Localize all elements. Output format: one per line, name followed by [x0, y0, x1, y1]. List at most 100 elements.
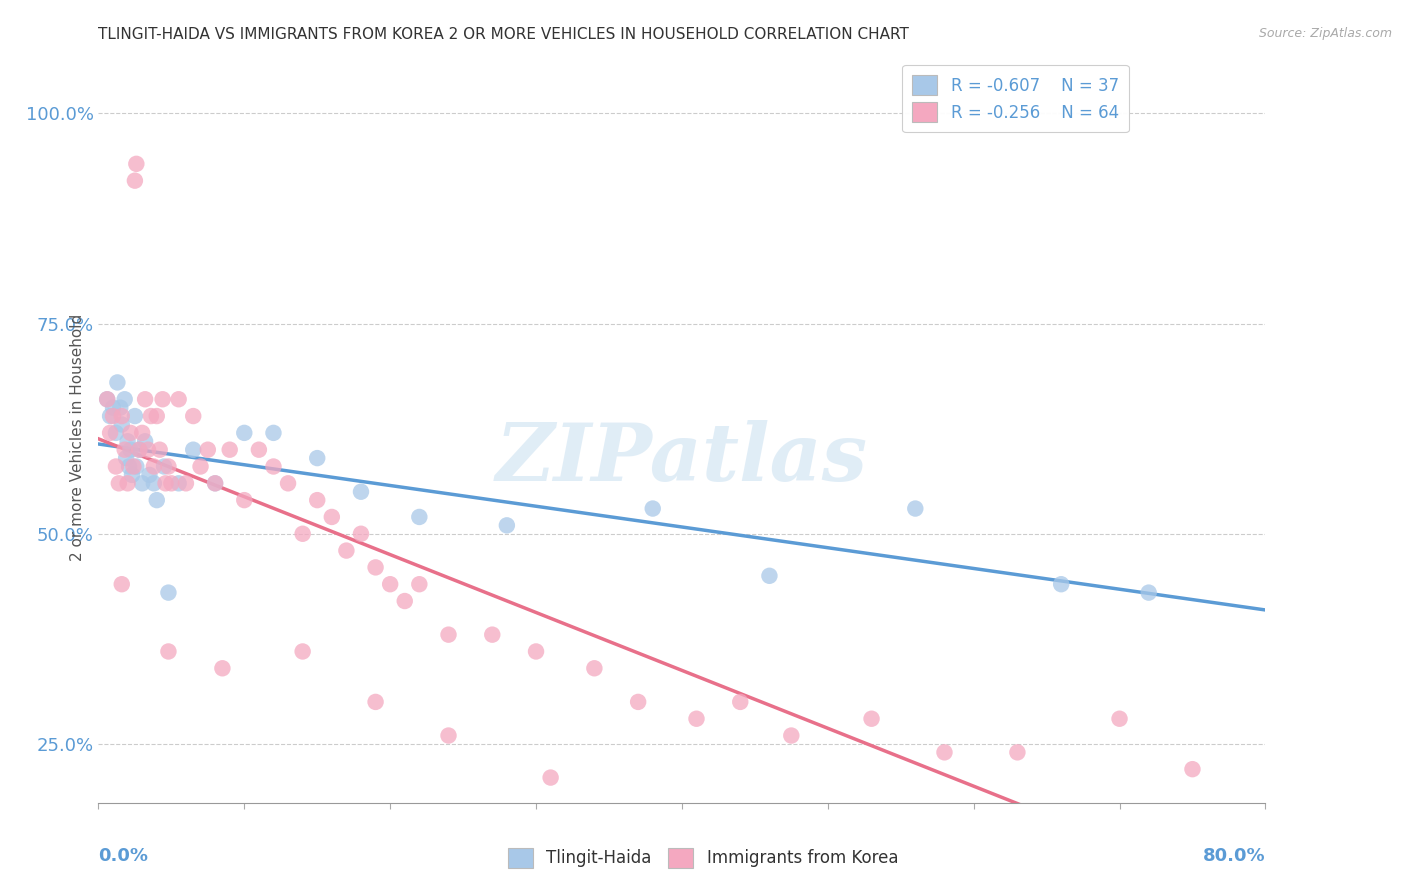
Point [540, 771, 562, 785]
Point [111, 409, 134, 423]
Point [160, 476, 183, 491]
Point [110, 401, 132, 415]
Point [136, 442, 159, 457]
Point [408, 577, 430, 591]
Point [149, 442, 172, 457]
Point [146, 409, 169, 423]
Text: TLINGIT-HAIDA VS IMMIGRANTS FROM KOREA 2 OR MORE VEHICLES IN HOUSEHOLD CORRELATI: TLINGIT-HAIDA VS IMMIGRANTS FROM KOREA 2… [98, 27, 910, 42]
Point [524, 644, 547, 658]
Point [730, 695, 752, 709]
Point [181, 442, 204, 457]
Point [247, 442, 270, 457]
Point [134, 434, 156, 449]
Point [101, 409, 124, 423]
Point [758, 569, 780, 583]
Point [153, 459, 176, 474]
Point [98, 409, 121, 423]
Point [233, 493, 256, 508]
Point [262, 425, 284, 440]
Point [111, 577, 134, 591]
Point [114, 392, 136, 407]
Point [120, 442, 142, 457]
Point [131, 425, 153, 440]
Point [641, 501, 664, 516]
Point [117, 434, 139, 449]
Point [181, 409, 204, 423]
Point [350, 484, 373, 499]
Point [685, 712, 707, 726]
Point [118, 459, 141, 474]
Point [350, 526, 373, 541]
Point [134, 392, 156, 407]
Point [142, 476, 165, 491]
Text: 80.0%: 80.0% [1202, 847, 1265, 864]
Point [125, 459, 148, 474]
Point [108, 476, 131, 491]
Point [117, 476, 139, 491]
Point [138, 467, 160, 482]
Point [105, 376, 128, 390]
Point [122, 459, 145, 474]
Point [98, 425, 121, 440]
Point [860, 712, 883, 726]
Point [1108, 712, 1130, 726]
Point [125, 157, 148, 171]
Point [157, 644, 180, 658]
Point [190, 459, 212, 474]
Point [1050, 577, 1073, 591]
Point [96, 392, 118, 407]
Point [934, 745, 956, 759]
Text: 0.0%: 0.0% [98, 847, 149, 864]
Point [904, 501, 927, 516]
Point [1181, 762, 1204, 776]
Point [155, 476, 177, 491]
Point [104, 459, 127, 474]
Point [204, 476, 226, 491]
Point [131, 476, 153, 491]
Point [104, 425, 127, 440]
Point [124, 409, 146, 423]
Point [262, 459, 284, 474]
Point [307, 493, 329, 508]
Point [128, 442, 150, 457]
Point [101, 401, 124, 415]
Point [157, 585, 180, 599]
Point [335, 543, 357, 558]
Point [364, 695, 387, 709]
Point [211, 661, 233, 675]
Point [174, 476, 197, 491]
Point [437, 627, 460, 641]
Point [408, 510, 430, 524]
Point [496, 518, 519, 533]
Point [218, 442, 240, 457]
Point [197, 442, 219, 457]
Point [111, 417, 134, 432]
Point [115, 451, 138, 466]
Point [307, 451, 329, 466]
Point [481, 627, 503, 641]
Point [291, 526, 314, 541]
Point [167, 476, 190, 491]
Point [380, 577, 402, 591]
Point [157, 459, 180, 474]
Y-axis label: 2 or more Vehicles in Household: 2 or more Vehicles in Household [69, 313, 84, 561]
Point [121, 467, 143, 482]
Point [142, 459, 165, 474]
Point [627, 695, 650, 709]
Point [277, 476, 299, 491]
Point [233, 425, 256, 440]
Legend: Tlingit-Haida, Immigrants from Korea: Tlingit-Haida, Immigrants from Korea [501, 841, 905, 875]
Point [394, 594, 416, 608]
Point [780, 729, 803, 743]
Legend: R = -0.607    N = 37, R = -0.256    N = 64: R = -0.607 N = 37, R = -0.256 N = 64 [903, 65, 1129, 132]
Point [152, 392, 174, 407]
Point [1137, 585, 1160, 599]
Point [128, 442, 150, 457]
Text: ZIPatlas: ZIPatlas [496, 420, 868, 498]
Point [437, 729, 460, 743]
Point [583, 661, 606, 675]
Point [167, 392, 190, 407]
Point [114, 442, 136, 457]
Point [96, 392, 118, 407]
Point [146, 493, 169, 508]
